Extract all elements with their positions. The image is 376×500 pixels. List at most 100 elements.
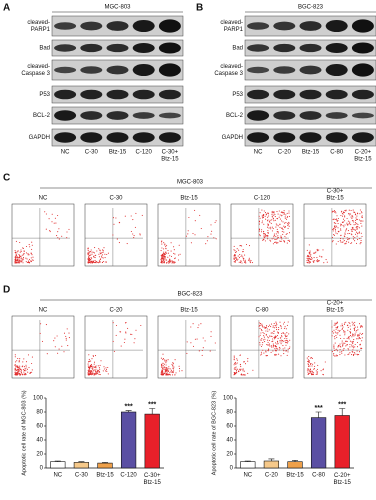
flow-dot [344,342,346,344]
flow-dot [333,347,335,349]
flow-dot [233,261,235,263]
flow-dot [275,322,277,324]
flow-dot [185,235,187,237]
flow-dot [23,374,25,376]
flow-dot [241,368,243,370]
blot-band [132,112,155,119]
flow-dot [339,343,341,345]
flow-dot [335,328,337,330]
flow-dot [93,369,95,371]
flow-dot [162,362,164,364]
flow-dot [271,346,273,348]
flow-dot [322,249,324,251]
flow-dot [102,251,104,253]
error-bar [244,460,251,462]
plot-frame [303,315,367,379]
flow-dot [244,260,246,263]
flow-dot [316,259,319,261]
flow-dot [350,213,352,215]
flow-dot [125,332,127,334]
flow-dot [342,218,345,220]
flow-dot [18,370,20,372]
flow-dot [22,247,24,250]
flow-dot [168,373,170,375]
flow-dot [352,347,355,349]
flow-dot [14,251,16,253]
flow-dot [309,371,311,373]
flow-dot [39,332,41,334]
flow-dot [89,260,91,262]
flow-dot [31,254,33,256]
flow-dot [309,250,311,252]
flow-dot [209,350,211,352]
flow-dot [267,229,269,232]
flow-dot [92,365,94,367]
flow-dot [270,326,272,328]
flow-dot [236,358,238,360]
flow-dot [48,218,50,220]
flow-dot [275,349,277,351]
flow-dot [350,224,352,226]
flow-dot [356,226,358,228]
flow-dot [273,237,275,239]
flow-dot [95,365,97,367]
flow-dot [285,344,287,346]
flow-dot [170,242,172,244]
flow-dot [354,334,356,336]
flow-dot [349,325,351,327]
flow-dot [259,327,261,329]
flow-dot [99,374,101,376]
flow-dot [343,226,345,228]
flow-dot [164,360,166,362]
flow-dot [335,222,337,224]
blot-band [299,43,322,53]
flow-dot [345,340,347,342]
flow-dot [288,333,290,335]
flow-dot [162,254,164,256]
flow-dot [287,224,289,226]
flow-dot [288,225,290,227]
blot-band [80,111,103,120]
flow-dot [181,370,183,372]
flow-dot [97,365,99,367]
flow-dot [336,348,338,350]
flow-dot [165,359,167,361]
flow-dot [92,368,94,371]
flow-dot [258,325,260,327]
flow-dot [341,328,343,330]
flow-dot [22,368,24,371]
flow-dot [233,364,235,366]
flow-dot [22,361,24,363]
flow-dot [265,334,267,336]
flow-dot [307,254,309,257]
flow-dot [287,215,289,218]
flow-dot [261,330,263,332]
flow-dot [337,240,339,243]
flow-dot [263,333,265,335]
flow-dot [194,209,196,211]
flow-dot [331,241,333,243]
flow-dot [272,338,274,340]
flow-dot [130,333,132,335]
flow-dot [178,244,180,246]
flow-dot [192,323,194,325]
flow-dot [87,250,89,252]
flow-dot [161,258,163,260]
flow-dot [287,321,289,323]
flow-dot [172,372,174,374]
flow-dot [288,222,290,224]
flow-dot [276,238,278,240]
flow-dot [355,226,357,228]
flow-dot [353,224,355,226]
flow-dot [352,342,354,344]
flow-dot [266,226,269,228]
flow-dot [164,257,166,259]
blot-band [158,42,181,54]
flow-dot [235,258,238,260]
flow-dot [285,233,287,235]
flow-dot [347,354,349,356]
flow-dot [343,342,345,344]
flow-dot [14,261,16,263]
flow-dot [262,331,264,334]
flow-dot [242,251,244,253]
